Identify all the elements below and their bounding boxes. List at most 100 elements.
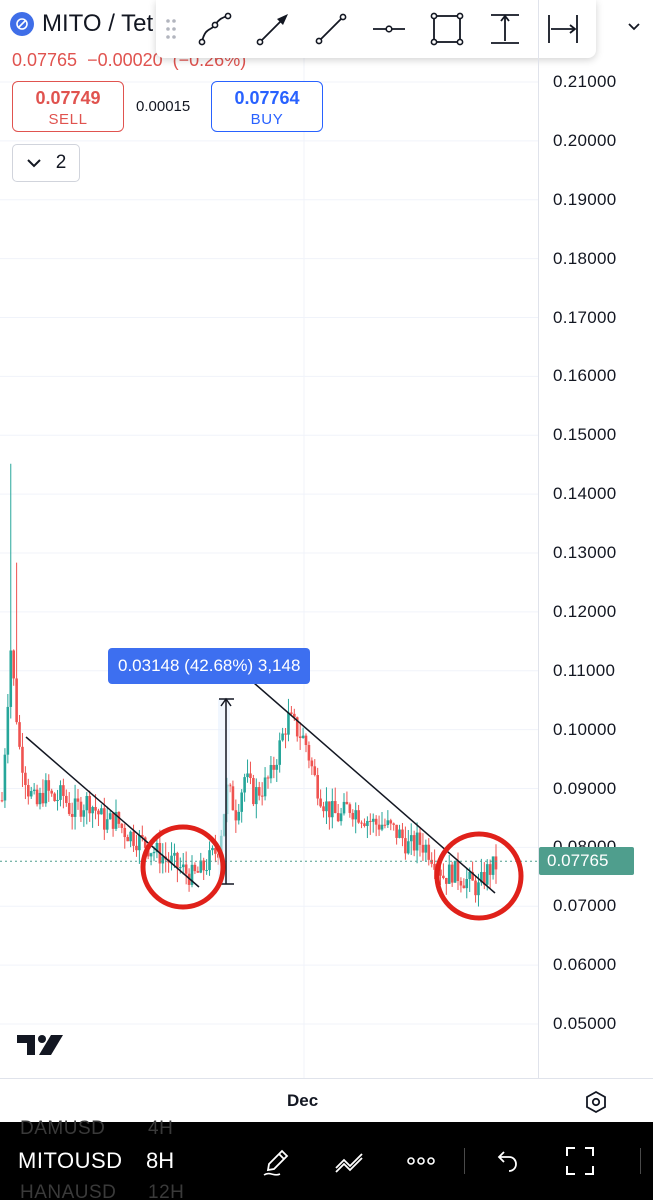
price-axis-label: 0.15000	[553, 425, 617, 445]
candle-body	[176, 852, 179, 868]
candle-body	[415, 832, 419, 851]
candle-body	[450, 864, 454, 883]
candle-body	[401, 829, 404, 839]
undo-button[interactable]	[487, 1142, 525, 1180]
fullscreen-button[interactable]	[561, 1142, 599, 1180]
candle-body	[21, 746, 24, 773]
measure-label[interactable]: 0.03148 (42.68%) 3,148	[108, 648, 311, 684]
candle-body	[322, 806, 325, 812]
candle-body	[275, 764, 279, 770]
rectangle-tool-button[interactable]	[418, 0, 476, 58]
chart-pane[interactable]: MITO / Tet 0.07765 −0.00020 (−0.26%) 0.0…	[0, 0, 538, 1078]
timeframe-picker-next[interactable]: 12H	[148, 1182, 185, 1200]
date-range-tool-button[interactable]	[534, 0, 592, 58]
symbol-picker-next[interactable]: HANAUSD	[20, 1182, 117, 1200]
pen-icon	[263, 1149, 289, 1176]
symbol-picker-prev[interactable]: DAMUSD	[20, 1118, 106, 1139]
highlight-circle-1[interactable]	[140, 824, 226, 910]
candle-body	[65, 795, 68, 803]
candle-body	[412, 835, 416, 851]
price-chart[interactable]	[0, 0, 538, 1078]
candle-body	[298, 736, 302, 738]
timeframe-picker-current[interactable]: 8H	[146, 1148, 175, 1173]
symbol-header[interactable]: MITO / Tet	[10, 10, 153, 38]
drawing-tools-button[interactable]	[258, 1142, 296, 1180]
symbol-logo-icon	[10, 12, 34, 36]
candle-body	[360, 822, 363, 824]
trend-line-tool-button[interactable]	[302, 0, 360, 58]
chart-settings-button[interactable]	[582, 1088, 610, 1116]
candle-body	[494, 856, 498, 870]
candle-body	[249, 773, 252, 779]
more-options-button[interactable]	[402, 1142, 440, 1180]
candle-body	[272, 764, 276, 770]
candle-body	[41, 792, 45, 804]
price-axis[interactable]: 0.21000 0.20000 0.19000 0.18000 0.17000 0.160…	[538, 0, 653, 1078]
candle-body	[252, 778, 255, 805]
candle-body	[453, 860, 457, 883]
candle-body	[120, 823, 124, 828]
price-axis-label: 0.10000	[553, 719, 617, 739]
symbol-picker-current[interactable]: MITOUSD	[18, 1148, 123, 1173]
candle-body	[339, 813, 343, 822]
candle-body	[409, 835, 413, 842]
candle-body	[59, 785, 62, 800]
candle-body	[152, 851, 156, 854]
candle-body	[380, 824, 384, 830]
undo-icon	[497, 1151, 517, 1172]
spread-value: 0.00015	[136, 98, 191, 115]
drag-handle-icon[interactable]	[156, 0, 186, 58]
candle-body	[100, 808, 103, 815]
arrow-tool-button[interactable]	[244, 0, 302, 58]
timeframe-picker-prev[interactable]: 4H	[148, 1118, 174, 1139]
candle-body	[97, 810, 100, 815]
favorite-drawings-button[interactable]	[330, 1142, 368, 1180]
horizontal-ray-tool-button[interactable]	[360, 0, 418, 58]
price-range-drawing[interactable]	[218, 697, 234, 885]
candle-body	[374, 818, 378, 825]
layout-dropdown-button[interactable]	[596, 10, 646, 44]
candle-body	[485, 864, 489, 885]
trendline-2[interactable]	[253, 682, 496, 894]
highlight-circle-2[interactable]	[434, 831, 524, 921]
indicators-collapse-button[interactable]: 2	[12, 144, 80, 182]
trendline-1[interactable]	[25, 736, 200, 888]
candle-body	[155, 842, 159, 852]
candle-body	[333, 801, 337, 814]
chevron-down-icon	[26, 159, 41, 168]
candle-body	[257, 787, 261, 796]
horizontal-ray-icon	[373, 25, 405, 33]
sell-label: SELL	[48, 111, 88, 128]
candle-body	[287, 712, 290, 735]
candle-body	[196, 871, 200, 873]
candle-body	[421, 844, 425, 853]
price-range-tool-button[interactable]	[476, 0, 534, 58]
buy-button[interactable]: 0.07764 BUY	[211, 81, 323, 132]
fullscreen-icon	[566, 1147, 594, 1175]
candle-body	[447, 864, 451, 884]
sell-button[interactable]: 0.07749 SELL	[12, 81, 124, 132]
candle-body	[24, 772, 27, 785]
candle-body	[18, 722, 21, 747]
tradingview-logo-icon[interactable]	[17, 1033, 65, 1062]
candle-body	[336, 813, 340, 822]
buy-label: BUY	[250, 111, 284, 128]
candle-body	[208, 850, 211, 871]
candle-body	[47, 780, 51, 791]
candle-body	[433, 863, 436, 870]
buy-price: 0.07764	[234, 88, 300, 108]
sell-price: 0.07749	[35, 88, 101, 108]
candle-body	[404, 838, 407, 854]
candle-body	[199, 860, 203, 873]
candle-body	[392, 823, 395, 825]
candle-body	[202, 860, 205, 871]
path-tool-button[interactable]	[186, 0, 244, 58]
time-axis[interactable]: Dec	[0, 1078, 653, 1122]
candle-body	[190, 864, 194, 885]
price-change: −0.00020	[87, 50, 163, 70]
candle-body	[328, 801, 331, 818]
trend-line-icon	[315, 13, 347, 45]
candle-body	[377, 824, 381, 830]
candle-body	[491, 856, 495, 875]
bottom-toolbar: DAMUSD 4H MITOUSD 8H HANAUSD 12H	[0, 1118, 653, 1200]
